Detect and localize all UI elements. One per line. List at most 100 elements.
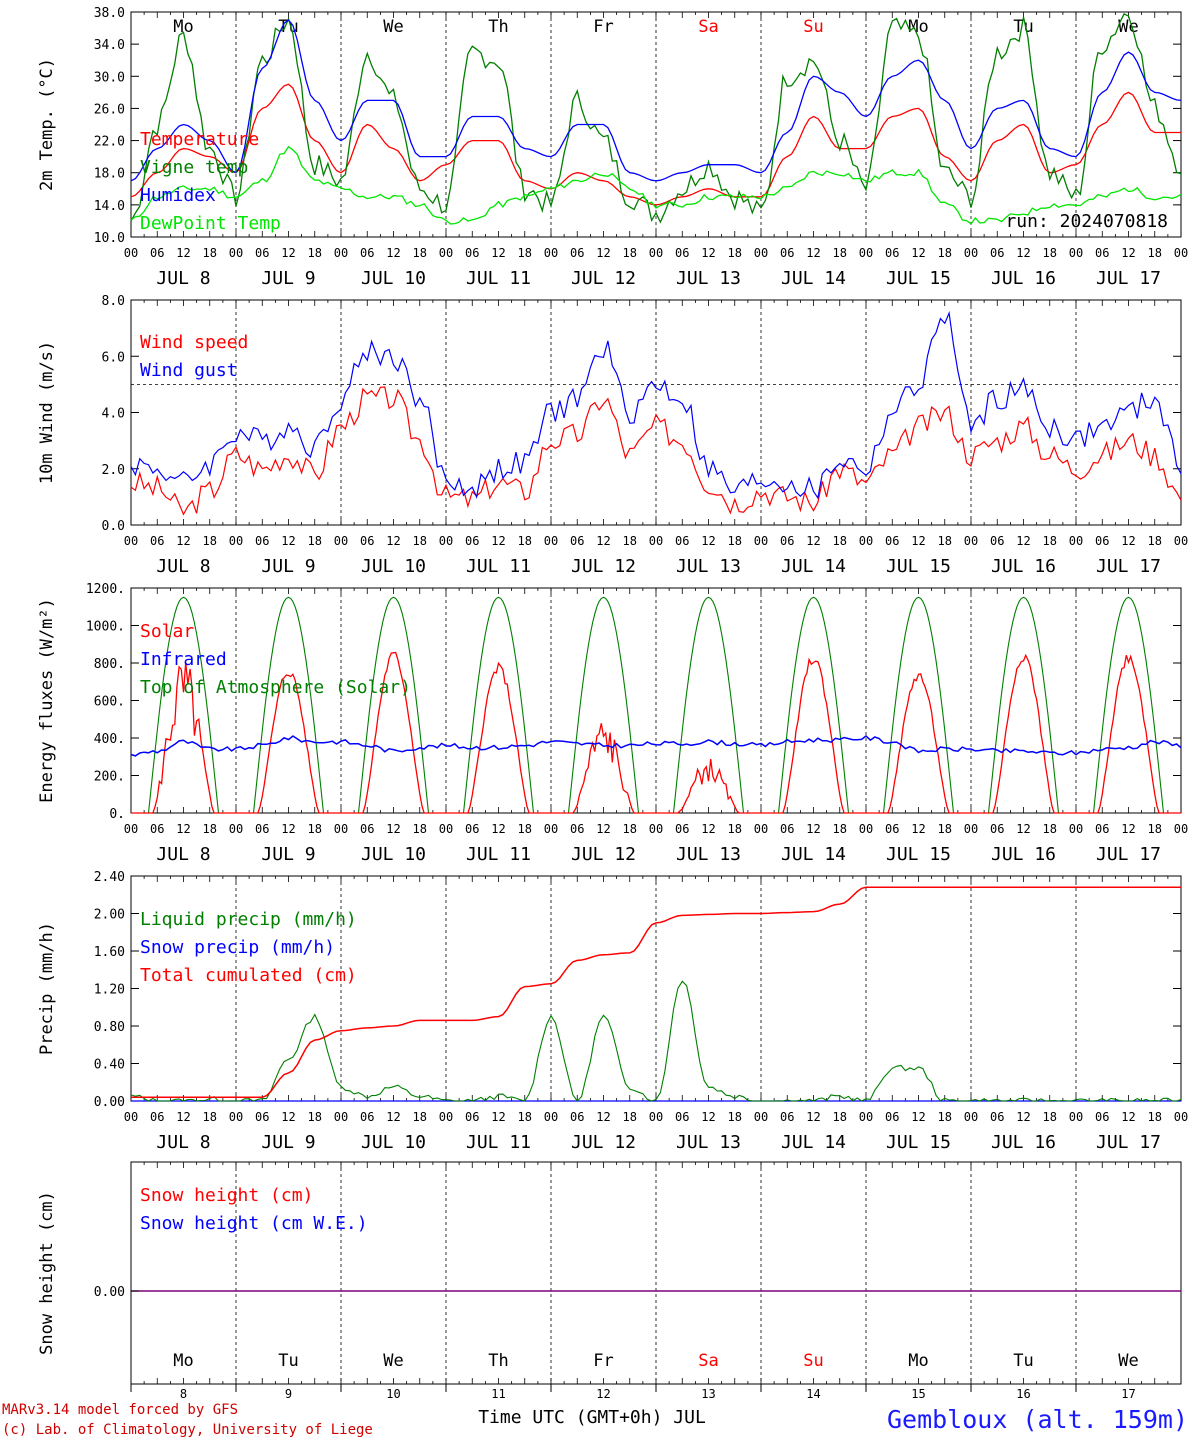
hour-label: 06: [465, 534, 479, 548]
hour-label: 00: [649, 534, 663, 548]
series-dewpoint-temp: [130, 145, 1182, 225]
hour-label: 06: [255, 1110, 269, 1124]
hour-label: 00: [544, 246, 558, 260]
y-tick-label: 14.0: [94, 199, 125, 214]
y-tick-label: 2.00: [94, 908, 125, 923]
y-tick-label: 34.0: [94, 38, 125, 53]
hour-label: 00: [544, 1110, 558, 1124]
hour-label: 06: [360, 1110, 374, 1124]
day-name: Sa: [698, 17, 718, 37]
hour-label: 00: [754, 534, 768, 548]
y-axis-label: 2m Temp. (°C): [37, 58, 57, 191]
day-number: 8: [180, 1387, 187, 1401]
hour-label: 06: [885, 822, 899, 836]
hour-label: 18: [413, 1110, 427, 1124]
hour-label: 00: [334, 1110, 348, 1124]
hour-label: 00: [964, 822, 978, 836]
date-label: JUL 12: [571, 268, 636, 289]
run-label: run: 2024070818: [1005, 211, 1168, 232]
day-number: 10: [386, 1387, 400, 1401]
hour-label: 00: [334, 246, 348, 260]
hour-label: 12: [596, 822, 610, 836]
date-label: JUL 9: [261, 556, 315, 577]
legend-entry: Snow height (cm): [140, 1185, 313, 1206]
hour-label: 00: [544, 534, 558, 548]
hour-label: 06: [885, 534, 899, 548]
hour-label: 00: [859, 246, 873, 260]
hour-label: 18: [1148, 822, 1162, 836]
hour-label: 00: [229, 534, 243, 548]
panel-precip: 0.00 0.40 0.80 1.20 1.60 2.00 2.40 Precip (mm/h…: [37, 870, 1188, 1153]
hour-label: 06: [570, 1110, 584, 1124]
legend-entry: Total cumulated (cm): [140, 965, 357, 986]
hour-label: 12: [386, 534, 400, 548]
hour-label: 12: [491, 246, 505, 260]
legend-entry: Vigne temp: [140, 157, 248, 178]
hour-label: 18: [1043, 534, 1057, 548]
hour-label: 12: [806, 1110, 820, 1124]
hour-label: 12: [386, 1110, 400, 1124]
hour-label: 06: [990, 534, 1004, 548]
hour-label: 00: [334, 534, 348, 548]
day-name: Su: [803, 1351, 823, 1371]
day-number: 17: [1121, 1387, 1135, 1401]
day-number: 15: [911, 1387, 925, 1401]
date-label: JUL 17: [1096, 556, 1161, 577]
hour-label: 06: [1095, 822, 1109, 836]
series-vigne-temp: [130, 13, 1182, 224]
hour-label: 18: [623, 534, 637, 548]
hour-label: 18: [518, 246, 532, 260]
day-name: Fr: [593, 1351, 613, 1371]
hour-label: 18: [623, 822, 637, 836]
date-label: JUL 10: [361, 556, 426, 577]
day-number: 9: [285, 1387, 292, 1401]
legend-entry: Snow height (cm W.E.): [140, 1213, 368, 1234]
y-tick-label: 30.0: [94, 70, 125, 85]
y-tick-label: 0.40: [94, 1058, 125, 1073]
date-label: JUL 11: [466, 268, 531, 289]
date-label: JUL 10: [361, 844, 426, 865]
hour-label: 06: [150, 534, 164, 548]
hour-label: 06: [675, 1110, 689, 1124]
series-humidex: [130, 19, 1182, 182]
hour-label: 06: [1095, 534, 1109, 548]
hour-label: 00: [1069, 534, 1083, 548]
day-name: We: [1118, 1351, 1138, 1371]
hour-label: 00: [754, 246, 768, 260]
hour-label: 12: [1121, 246, 1135, 260]
hour-label: 12: [176, 1110, 190, 1124]
y-tick-label: 400.: [94, 732, 125, 747]
day-name: We: [383, 1351, 403, 1371]
hour-label: 06: [1095, 1110, 1109, 1124]
series-infrared: [130, 735, 1182, 757]
y-axis-label: Energy fluxes (W/m²): [37, 598, 57, 803]
legend-entry: Top of Atmosphere (Solar): [140, 677, 411, 698]
y-tick-label: 0.0: [102, 519, 125, 534]
hour-label: 12: [911, 1110, 925, 1124]
hour-label: 18: [833, 534, 847, 548]
date-label: JUL 8: [156, 268, 210, 289]
day-name: Mo: [173, 17, 193, 37]
legend-entry: Humidex: [140, 185, 216, 206]
hour-label: 06: [780, 1110, 794, 1124]
x-axis-title: Time UTC (GMT+0h) JUL: [478, 1407, 706, 1428]
hour-label: 12: [491, 1110, 505, 1124]
date-label: JUL 8: [156, 844, 210, 865]
hour-label: 12: [281, 246, 295, 260]
hour-label: 06: [675, 246, 689, 260]
hour-label: 00: [754, 822, 768, 836]
hour-label: 18: [413, 246, 427, 260]
hour-label: 06: [570, 246, 584, 260]
hour-label: 18: [1148, 534, 1162, 548]
y-tick-label: 0.00: [94, 1285, 125, 1300]
hour-label: 18: [938, 246, 952, 260]
hour-label: 00: [964, 1110, 978, 1124]
hour-label: 12: [491, 822, 505, 836]
hour-label: 06: [780, 822, 794, 836]
y-tick-label: 22.0: [94, 135, 125, 150]
hour-label: 18: [833, 1110, 847, 1124]
hour-label: 00: [859, 1110, 873, 1124]
series-total-cumulated: [131, 886, 1181, 1099]
hour-label: 18: [623, 1110, 637, 1124]
hour-label: 12: [911, 534, 925, 548]
